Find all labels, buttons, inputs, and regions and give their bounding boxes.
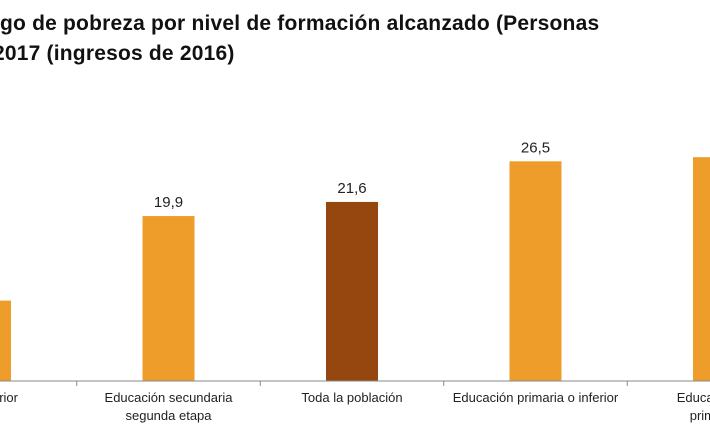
category-label-2-0: Toda la población (301, 390, 402, 405)
chart-title-line-2: 2017 (ingresos de 2016) (0, 42, 235, 65)
value-label-1: 19,9 (154, 194, 183, 211)
category-label-0-0: rior (0, 390, 19, 405)
category-label-4-0: Educación sec (677, 390, 710, 405)
value-label-2: 21,6 (337, 180, 366, 197)
category-label-4-1: primera et (690, 408, 710, 423)
bar-1 (142, 216, 195, 381)
bar-0 (0, 300, 11, 381)
category-label-1-1: segunda etapa (125, 408, 212, 423)
bar-3 (509, 161, 562, 381)
category-label-1-0: Educación secundaria (105, 390, 234, 405)
bar-2 (326, 201, 378, 381)
value-label-3: 26,5 (521, 139, 550, 156)
bar-4 (693, 157, 710, 381)
chart-title-line-1: go de pobreza por nivel de formación alc… (0, 12, 600, 35)
category-label-3-0: Educación primaria o inferior (453, 390, 619, 405)
